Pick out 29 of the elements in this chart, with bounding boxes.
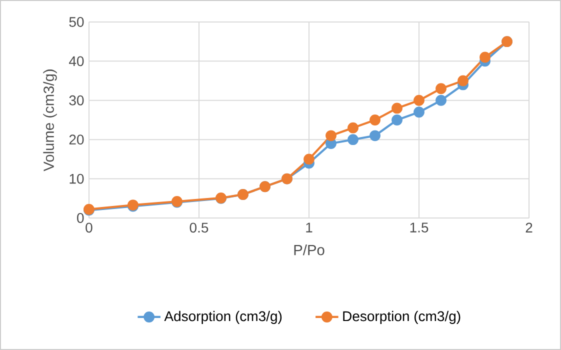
point [480, 52, 490, 63]
point [370, 114, 380, 126]
x-tick-label: 2 [526, 222, 532, 232]
point [436, 83, 446, 94]
y-tick-label: 40 [69, 56, 84, 66]
x-tick-label: 0 [86, 222, 92, 233]
x-tick-label: 1.5 [410, 222, 428, 232]
point [348, 134, 358, 146]
x-axis-title: P/Po [294, 244, 324, 256]
y-tick-label: 30 [69, 95, 84, 106]
point [392, 114, 402, 126]
point [392, 102, 402, 114]
y-tick-label: 50 [69, 17, 84, 27]
point [370, 130, 380, 142]
point [414, 94, 424, 106]
y-axis-title: Volume (cm3/g) [43, 70, 57, 172]
x-tick-label: 1 [306, 222, 312, 232]
point [326, 130, 336, 142]
point [348, 122, 358, 134]
y-tick-label: 10 [70, 174, 84, 184]
point [304, 154, 314, 165]
point [458, 75, 468, 86]
legend-label: Adsorption (cm3/g) [164, 310, 282, 324]
x-tick-label: 0.5 [190, 222, 208, 233]
point [436, 94, 446, 106]
y-tick-label: 0 [77, 213, 84, 223]
y-tick-label: 20 [69, 134, 84, 145]
point [414, 106, 424, 118]
legend-label: Desorption (cm3/g) [343, 310, 460, 324]
